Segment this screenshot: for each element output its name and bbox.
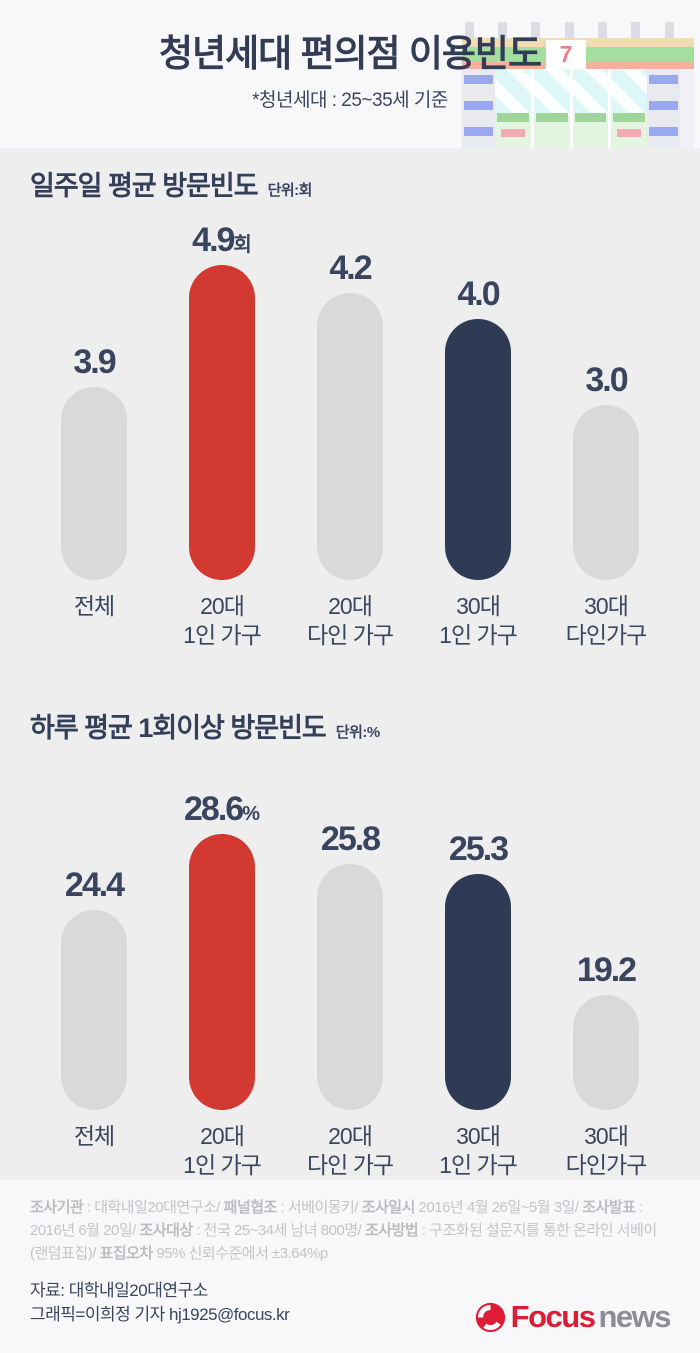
category-label: 30대 1인 가구: [439, 593, 518, 648]
chart-header: 하루 평균 1회이상 방문빈도 단위:%: [30, 690, 670, 744]
page-subtitle: *청년세대 : 25~35세 기준: [252, 89, 448, 111]
store-windows: [495, 69, 647, 148]
bar: [445, 874, 511, 1110]
store-window-pane: [533, 69, 570, 148]
store-window-pane: [572, 69, 609, 148]
bar-column: 28.6%: [158, 792, 286, 1110]
note-label: 패널협조: [223, 1199, 278, 1216]
note-label: 조사대상: [139, 1222, 193, 1239]
bar-plot-weekly: 3.9 4.9회 4.2 4.0 3.0: [30, 222, 670, 580]
bar: [61, 910, 127, 1110]
bar: [317, 864, 383, 1110]
roof-post: [465, 22, 474, 40]
category-labels-weekly: 전체 20대 1인 가구 20대 다인 가구 30대 1인 가구 30대 다인가구: [30, 592, 670, 654]
note-text: : 2016년 6월 20일/: [30, 1199, 643, 1239]
chart-title: 일주일 평균 방문빈도: [30, 171, 259, 201]
focus-news-swirl-icon: [475, 1302, 505, 1332]
note-text: : 전국 25~34세 남녀 800명/: [192, 1222, 365, 1239]
store-window-pane: [611, 69, 647, 148]
bar-column: 4.2: [286, 251, 414, 580]
store-pillar-right: [647, 69, 680, 148]
note-text: : 대학내일20대연구소/: [83, 1199, 224, 1216]
note-label: 조사기관: [30, 1199, 84, 1216]
bar-column: 19.2: [542, 953, 670, 1110]
focus-news-logo: Focus news: [475, 1299, 671, 1335]
chart-header: 일주일 평균 방문빈도 단위:회: [30, 148, 670, 202]
bar-value-label: 24.4: [64, 866, 125, 904]
chart-title: 하루 평균 1회이상 방문빈도: [30, 713, 327, 743]
bar-column: 3.0: [542, 363, 670, 580]
bar-column: 3.9: [30, 345, 158, 580]
bar-plot-daily: 24.4 28.6% 25.8 25.3 19.2: [30, 776, 670, 1110]
bar: [573, 405, 639, 580]
roof-post: [598, 22, 607, 40]
bar-value-label: 3.0: [585, 361, 628, 399]
category-label: 30대 다인가구: [565, 1123, 648, 1178]
bar-value-label: 3.9: [73, 343, 116, 381]
category-label: 20대 다인 가구: [306, 1123, 394, 1178]
header: 7 청년세대 편의점 이용빈도 *청년세대 : 25~35세 기준: [0, 0, 700, 148]
bar: [573, 995, 639, 1110]
chart-section-daily: 하루 평균 1회이상 방문빈도 단위:% 24.4 28.6% 25.8 25.3 19…: [0, 690, 700, 1184]
note-label: 조사발표: [582, 1199, 636, 1216]
roof-post: [531, 22, 540, 40]
note-label: 조사방법: [364, 1222, 419, 1239]
category-label: 20대 1인 가구: [183, 593, 262, 648]
category-label: 20대 다인 가구: [306, 593, 394, 648]
category-label: 30대 1인 가구: [439, 1123, 518, 1178]
bar-value-label: 25.3: [448, 830, 509, 868]
bar-value-label: 28.6%: [184, 790, 260, 828]
bar: [189, 265, 255, 580]
store-wall-edge: [680, 69, 694, 148]
roof-post: [665, 22, 674, 40]
bar-value-label: 25.8: [320, 820, 381, 858]
bar-column: 4.0: [414, 277, 542, 580]
bar: [189, 834, 255, 1110]
roof-post: [565, 22, 574, 40]
note-text: 2016년 4월 26일~5월 3일/: [414, 1199, 583, 1216]
note-label: 표집오차: [99, 1245, 154, 1262]
bar-column: 4.9회: [158, 223, 286, 580]
note-text: : 서베이몽키/: [276, 1199, 362, 1216]
footer: 조사기관 : 대학내일20대연구소/ 패널협조 : 서베이몽키/ 조사일시 20…: [0, 1180, 700, 1353]
convenience-store-illustration: 7: [462, 14, 694, 148]
category-label: 20대 1인 가구: [183, 1123, 262, 1178]
logo-text-news: news: [598, 1299, 671, 1334]
chart-unit-label: 단위:%: [335, 724, 380, 741]
source-credit: 자료: 대학내일20대연구소 그래픽=이희정 기자 hj1925@focus.k…: [0, 1265, 700, 1327]
chart-section-weekly: 일주일 평균 방문빈도 단위:회 3.9 4.9회 4.2 4.0 3.0 전체 20대 1…: [0, 148, 700, 654]
bar-value-label: 4.9회: [192, 221, 252, 259]
source-line: 자료: 대학내일20대연구소: [30, 1281, 208, 1300]
category-label: 30대 다인가구: [565, 593, 648, 648]
bar-column: 25.3: [414, 832, 542, 1110]
note-text: : 구조화된 설문지를 통한 온라인 서베이(랜덤표집)/: [30, 1222, 657, 1262]
category-labels-daily: 전체 20대 1인 가구 20대 다인 가구 30대 1인 가구 30대 다인가구: [30, 1122, 670, 1184]
bar: [61, 387, 127, 580]
note-label: 조사일시: [361, 1199, 416, 1216]
bar-column: 25.8: [286, 822, 414, 1110]
note-text: 95% 신뢰수준에서 ±3.64%p: [152, 1245, 328, 1262]
category-label: 전체: [73, 593, 115, 619]
bar: [317, 293, 383, 580]
category-label: 전체: [73, 1123, 115, 1149]
graphic-credit-line: 그래픽=이희정 기자 hj1925@focus.kr: [30, 1305, 290, 1324]
chart-unit-label: 단위:회: [267, 182, 313, 199]
roof-post: [498, 22, 507, 40]
logo-text-focus: Focus: [510, 1299, 596, 1334]
store-window-pane: [495, 69, 531, 148]
survey-methodology-notes: 조사기관 : 대학내일20대연구소/ 패널협조 : 서베이몽키/ 조사일시 20…: [0, 1180, 700, 1265]
bar-value-label: 4.2: [329, 249, 372, 287]
store-sign-7: 7: [546, 40, 586, 69]
bar-column: 24.4: [30, 868, 158, 1110]
bar: [445, 319, 511, 580]
bar-value-label: 19.2: [576, 951, 637, 989]
roof-post: [631, 22, 640, 40]
bar-value-label: 4.0: [457, 275, 500, 313]
store-pillar-left: [462, 69, 495, 148]
page-title: 청년세대 편의점 이용빈도: [159, 33, 542, 74]
